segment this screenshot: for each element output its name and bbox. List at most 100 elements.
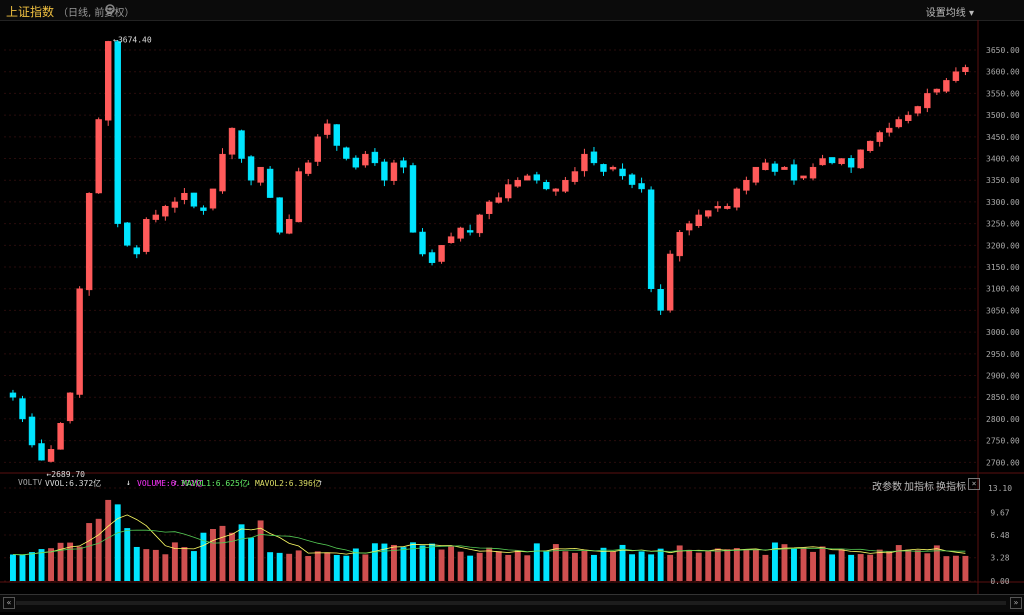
- volume-indicator-name[interactable]: VOLTV: [18, 478, 42, 487]
- candle-body: [791, 165, 797, 181]
- candle-body: [696, 215, 702, 226]
- volume-bar: [639, 551, 645, 581]
- candle-body: [391, 163, 397, 181]
- candle-body: [524, 176, 530, 180]
- volume-bar: [667, 555, 673, 581]
- volume-bar: [334, 555, 340, 581]
- volume-bar: [77, 547, 83, 581]
- volume-bar: [239, 524, 245, 581]
- candle-body: [620, 169, 626, 176]
- volume-bar: [48, 548, 54, 581]
- volume-bar: [448, 547, 454, 581]
- close-icon[interactable]: ×: [968, 478, 980, 490]
- volume-bar: [877, 550, 883, 581]
- candle-body: [220, 154, 226, 191]
- price-tick-label: 3200.00: [986, 241, 1020, 250]
- volume-bar: [401, 547, 407, 581]
- volume-bar: [267, 552, 273, 581]
- candle-body: [267, 169, 273, 198]
- volume-bar: [610, 552, 616, 581]
- candle-body: [886, 128, 892, 132]
- candle-body: [410, 165, 416, 232]
- volume-bar: [534, 543, 540, 581]
- candle-body: [848, 158, 854, 167]
- edit-params-button[interactable]: 改参数: [872, 478, 902, 493]
- volume-bar: [762, 555, 768, 581]
- volume-bar: [467, 556, 473, 581]
- candle-body: [181, 193, 187, 199]
- candle-body: [915, 106, 921, 113]
- candle-body: [648, 190, 654, 289]
- candle-body: [839, 159, 845, 164]
- candle-body: [686, 224, 692, 230]
- scroll-track[interactable]: [16, 601, 1006, 605]
- candle-body: [543, 182, 549, 189]
- volume-bar: [705, 551, 711, 581]
- candle-body: [896, 119, 902, 126]
- candle-body: [248, 157, 254, 181]
- chart-titlebar: 上证指数 （日线, 前复权） 设置均线 ▾: [0, 0, 1024, 21]
- candle-body: [762, 163, 768, 170]
- volume-bar: [772, 543, 778, 581]
- volume-bar: [648, 554, 654, 581]
- candle-body: [496, 198, 502, 203]
- candle-body: [10, 393, 16, 397]
- candle-body: [20, 399, 26, 419]
- candle-body: [334, 125, 340, 146]
- candle-body: [724, 206, 730, 208]
- volume-bar: [962, 556, 968, 581]
- price-tick-label: 3400.00: [986, 155, 1020, 164]
- volume-bar: [543, 551, 549, 581]
- down-arrow-icon: ↓: [126, 478, 131, 487]
- volume-indicator-header: VOLTV VVOL:6.372亿 ↓ VOLUME:6.372亿 ↑ MAVO…: [0, 475, 1024, 489]
- volume-bar: [410, 542, 416, 581]
- kline-chart-svg[interactable]: 3650.00 3600.00 3550.00 3500.00 3450.00 3400.…: [0, 20, 1024, 611]
- volume-tick-label: 0.00: [990, 577, 1009, 586]
- price-tick-label: 2900.00: [986, 372, 1020, 381]
- volume-bar: [591, 555, 597, 581]
- volume-bar: [143, 549, 149, 581]
- volume-bar: [429, 544, 435, 581]
- scroll-left-icon[interactable]: «: [3, 597, 15, 609]
- volume-bar: [486, 548, 492, 581]
- index-title[interactable]: 上证指数: [6, 3, 54, 20]
- volume-bar: [505, 555, 511, 581]
- chart-scrollbar[interactable]: « »: [0, 594, 1024, 612]
- candle-body: [715, 206, 721, 208]
- volume-bar: [20, 555, 26, 581]
- candle-body: [782, 167, 788, 169]
- candle-body: [639, 183, 645, 188]
- volume-bar: [229, 533, 235, 581]
- volume-bar: [115, 504, 121, 581]
- ma-settings-dropdown[interactable]: 设置均线 ▾: [926, 4, 974, 19]
- gear-icon[interactable]: [104, 3, 116, 15]
- volume-bar: [696, 553, 702, 581]
- up-arrow-icon: ↑: [318, 478, 323, 487]
- volume-bar: [315, 551, 321, 581]
- scroll-right-icon[interactable]: »: [1010, 597, 1022, 609]
- candle-body: [934, 89, 940, 92]
- volume-bar: [29, 552, 35, 581]
- volume-bar: [629, 554, 635, 581]
- chart-area[interactable]: 3650.00 3600.00 3550.00 3500.00 3450.00 3400.…: [0, 20, 1024, 611]
- switch-indicator-button[interactable]: 换指标: [936, 478, 966, 493]
- volume-bar: [305, 556, 311, 581]
- candle-body: [343, 148, 349, 159]
- volume-bar: [67, 543, 73, 581]
- candle-body: [210, 189, 216, 208]
- price-tick-label: 3250.00: [986, 220, 1020, 229]
- volume-bar: [124, 528, 130, 581]
- price-tick-label: 3500.00: [986, 111, 1020, 120]
- candle-body: [801, 176, 807, 178]
- candle-body: [458, 228, 464, 238]
- volume-bar: [420, 545, 426, 581]
- volume-bar: [162, 554, 168, 581]
- price-tick-label: 3000.00: [986, 328, 1020, 337]
- candle-body: [77, 289, 83, 395]
- add-indicator-button[interactable]: 加指标: [904, 478, 934, 493]
- mavol2-value: MAVOL2:6.396亿: [255, 478, 321, 489]
- candle-body: [772, 164, 778, 172]
- volume-bar: [524, 555, 530, 581]
- volume-bar: [277, 553, 283, 581]
- candle-body: [553, 189, 559, 191]
